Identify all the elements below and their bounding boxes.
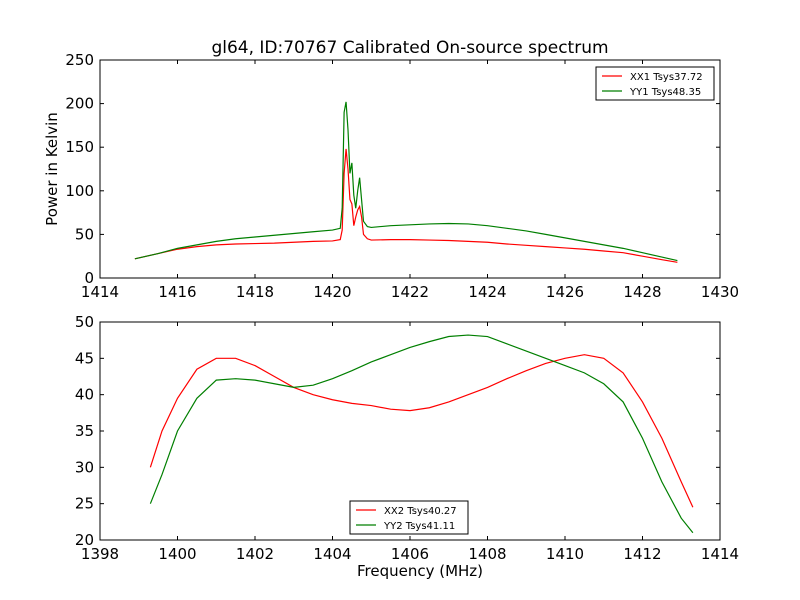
x-tick-label: 1426 [546,283,584,301]
y-axis-label: Power in Kelvin [43,112,61,226]
y-tick-label: 40 [75,386,94,404]
x-tick-label: 1404 [313,545,351,563]
chart-title: gl64, ID:70767 Calibrated On-source spec… [211,38,608,58]
x-tick-label: 1408 [468,545,506,563]
x-tick-label: 1430 [701,283,739,301]
x-tick-label: 1414 [81,283,119,301]
legend: XX1 Tsys37.72 YY1 Tsys48.35 [595,66,715,101]
y-tick-label: 0 [84,269,94,287]
legend-entry: YY1 Tsys48.35 [629,87,701,98]
x-tick-label: 1410 [546,545,584,563]
series-line-2 [134,101,678,262]
legend: XX2 Tsys40.27 YY2 Tsys41.11 [349,500,469,535]
x-tick-label: 1422 [391,283,429,301]
legend-box [595,66,715,101]
y-tick-label: 200 [65,95,94,113]
legend-entry: XX2 Tsys40.27 [384,506,457,517]
x-tick-label: 1428 [623,283,661,301]
y-tick-label: 45 [75,349,94,367]
y-tick-label: 50 [75,225,94,243]
legend-entry: YY2 Tsys41.11 [383,521,455,532]
x-tick-label: 1402 [236,545,274,563]
y-tick-label: 30 [75,458,94,476]
y-tick-label: 250 [65,51,94,69]
x-tick-label: 1414 [701,545,739,563]
bottom-panel: 1398 1400 1402 1404 1406 1408 1410 1412 1414 20 25… [75,313,739,580]
x-tick-label: 1418 [236,283,274,301]
x-axis-label: Frequency (MHz) [357,562,483,580]
x-tick-label: 1424 [468,283,506,301]
series-line-1 [134,148,678,263]
legend-box [349,500,469,535]
legend-entry: XX1 Tsys37.72 [630,72,703,83]
x-tick-label: 1398 [81,545,119,563]
series-line-1 [149,354,694,508]
x-tick-label: 1420 [313,283,351,301]
x-tick-label: 1406 [391,545,429,563]
y-tick-label: 100 [65,182,94,200]
top-panel: 1414 1416 1418 1420 1422 1424 1426 1428 1430 0 50 1… [43,51,739,301]
y-tick-label: 150 [65,138,94,156]
y-tick-label: 35 [75,422,94,440]
x-tick-label: 1412 [623,545,661,563]
y-tick-label: 20 [75,531,94,549]
x-tick-label: 1400 [158,545,196,563]
series-line-2 [149,334,694,534]
x-tick-label: 1416 [158,283,196,301]
y-tick-label: 50 [75,313,94,331]
y-tick-label: 25 [75,495,94,513]
